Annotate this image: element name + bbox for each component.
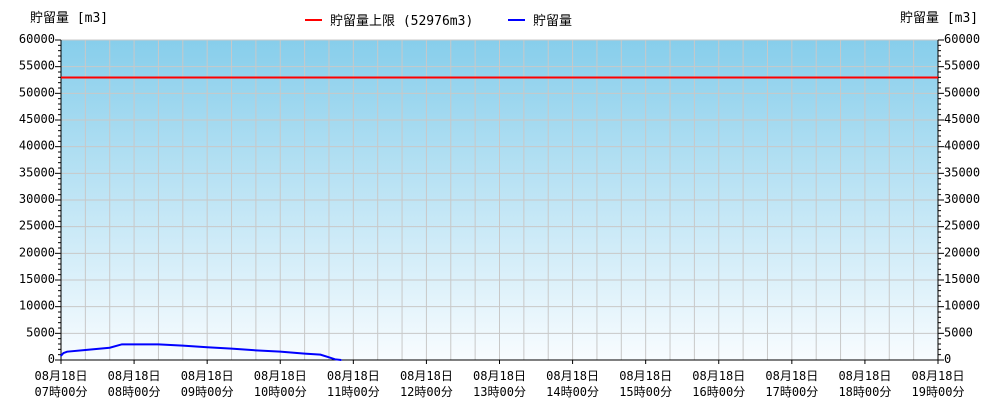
y-tick-label-right: 15000 (944, 272, 980, 286)
y-tick-label-left: 0 (48, 352, 55, 366)
storage-data-point (340, 359, 342, 361)
left-axis-label: 貯留量 [m3] (30, 11, 108, 26)
x-tick-label-date: 08月18日 (400, 369, 453, 383)
y-tick-label-left: 60000 (19, 32, 55, 46)
y-tick-label-right: 30000 (944, 192, 980, 206)
x-tick-label-date: 08月18日 (912, 369, 965, 383)
storage-data-point (328, 356, 330, 359)
y-tick-label-right: 5000 (944, 325, 973, 339)
y-tick-label-right: 50000 (944, 85, 980, 99)
y-tick-label-right: 35000 (944, 165, 980, 179)
storage-data-point (133, 343, 135, 346)
y-tick-label-left: 15000 (19, 272, 55, 286)
x-tick-label-date: 08月18日 (35, 369, 88, 383)
x-tick-label-time: 11時00分 (327, 385, 380, 399)
x-tick-label-date: 08月18日 (327, 369, 380, 383)
storage-data-point (157, 343, 160, 346)
storage-data-point (84, 349, 87, 351)
legend-label: 貯留量 (533, 14, 572, 29)
x-tick-label-date: 08月18日 (181, 369, 234, 383)
storage-data-point (230, 347, 233, 350)
storage-data-point (121, 343, 123, 346)
y-tick-label-left: 30000 (19, 192, 55, 206)
x-tick-label-time: 12時00分 (400, 385, 453, 399)
x-tick-label-time: 13時00分 (473, 385, 526, 399)
x-tick-label-time: 15時00分 (619, 385, 672, 399)
y-tick-label-left: 45000 (19, 112, 55, 126)
y-tick-label-right: 45000 (944, 112, 980, 126)
x-tick-label-time: 18時00分 (838, 385, 891, 399)
x-tick-label-time: 10時00分 (254, 385, 307, 399)
y-tick-label-right: 10000 (944, 299, 980, 313)
x-tick-label-time: 14時00分 (546, 385, 599, 399)
storage-data-point (60, 354, 62, 357)
y-tick-label-left: 10000 (19, 299, 55, 313)
storage-data-point (303, 352, 306, 355)
y-tick-label-right: 55000 (944, 59, 980, 73)
x-tick-label-time: 17時00分 (765, 385, 818, 399)
y-tick-label-left: 25000 (19, 219, 55, 233)
y-tick-label-left: 35000 (19, 165, 55, 179)
storage-data-point (255, 349, 257, 352)
y-tick-label-left: 20000 (19, 245, 55, 259)
y-tick-label-right: 20000 (944, 245, 980, 259)
x-tick-label-date: 08月18日 (473, 369, 526, 383)
y-tick-label-left: 5000 (26, 325, 55, 339)
x-tick-label-date: 08月18日 (254, 369, 307, 383)
y-tick-label-left: 55000 (19, 59, 55, 73)
x-tick-label-time: 08時00分 (108, 385, 161, 399)
y-tick-label-left: 40000 (19, 139, 55, 153)
x-tick-label-time: 09時00分 (181, 385, 234, 399)
y-tick-label-right: 40000 (944, 139, 980, 153)
x-tick-label-time: 19時00分 (912, 385, 965, 399)
y-tick-label-right: 0 (944, 352, 951, 366)
legend-label: 貯留量上限 (52976m3) (330, 14, 473, 29)
x-tick-label-date: 08月18日 (765, 369, 818, 383)
storage-data-point (66, 350, 68, 353)
axes: 0 0 5000 5000 10000 10000 15000 15000 20000 20000… (19, 32, 980, 399)
storage-data-point (182, 344, 184, 347)
y-tick-label-left: 50000 (19, 85, 55, 99)
storage-data-point (334, 358, 336, 361)
x-tick-label-time: 16時00分 (692, 385, 745, 399)
x-tick-label-time: 07時00分 (35, 385, 88, 399)
storage-data-point (62, 352, 65, 354)
x-tick-label-date: 08月18日 (692, 369, 745, 383)
storage-data-point (279, 350, 282, 353)
storage-data-point (108, 346, 111, 349)
series-marks (60, 76, 938, 361)
legend: 貯留量上限 (52976m3) 貯留量 (305, 14, 572, 29)
x-tick-label-date: 08月18日 (619, 369, 672, 383)
storage-data-point (319, 353, 322, 356)
x-tick-label-date: 08月18日 (108, 369, 161, 383)
storage-data-point (206, 346, 208, 349)
x-tick-label-date: 08月18日 (546, 369, 599, 383)
storage-series-line (60, 343, 342, 361)
y-tick-label-right: 60000 (944, 32, 980, 46)
right-axis-label: 貯留量 [m3] (900, 11, 978, 26)
x-tick-label-date: 08月18日 (838, 369, 891, 383)
y-tick-label-right: 25000 (944, 219, 980, 233)
